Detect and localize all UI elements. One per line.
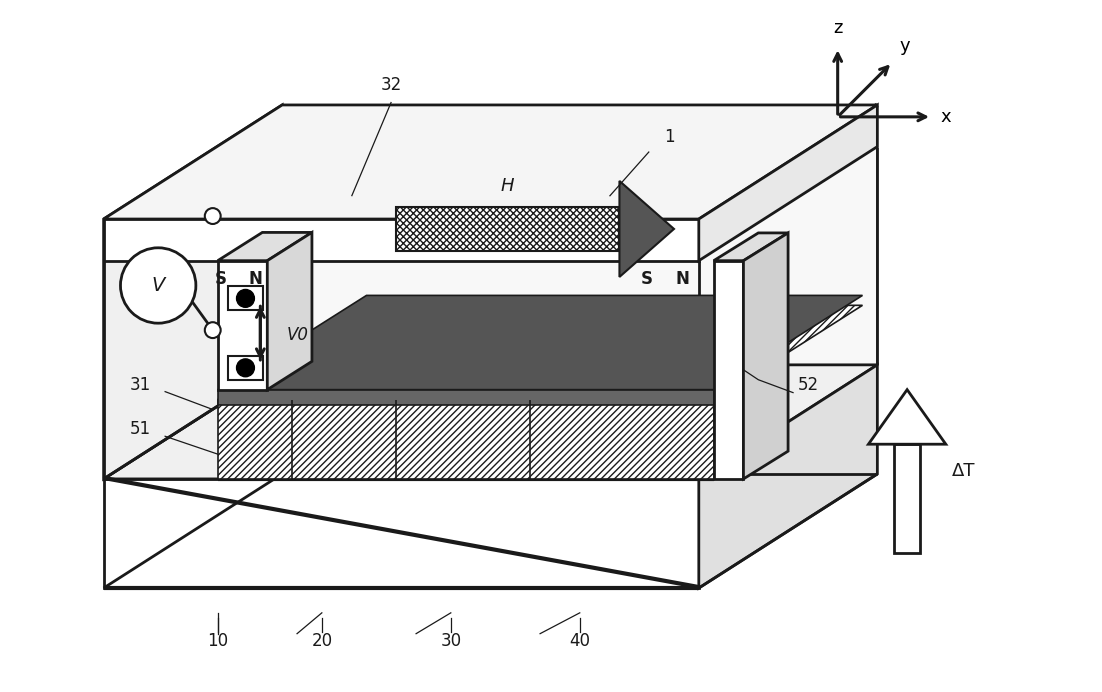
Polygon shape — [104, 219, 699, 261]
Polygon shape — [228, 286, 263, 310]
Text: S: S — [215, 270, 227, 288]
Text: 32: 32 — [380, 76, 402, 94]
Polygon shape — [868, 390, 946, 444]
Polygon shape — [744, 233, 788, 479]
Circle shape — [237, 289, 255, 307]
Text: 10: 10 — [207, 632, 228, 650]
Polygon shape — [228, 356, 263, 380]
Text: S: S — [641, 270, 653, 288]
Polygon shape — [894, 444, 920, 554]
Text: 51: 51 — [130, 420, 151, 438]
Text: ΔT: ΔT — [952, 462, 975, 480]
Circle shape — [205, 208, 220, 224]
Polygon shape — [218, 295, 863, 390]
Polygon shape — [218, 399, 714, 479]
Text: 31: 31 — [130, 376, 151, 394]
Text: 30: 30 — [440, 632, 462, 650]
Polygon shape — [699, 365, 877, 588]
Text: 40: 40 — [570, 632, 591, 650]
Circle shape — [237, 359, 255, 376]
Polygon shape — [218, 305, 863, 399]
Polygon shape — [218, 233, 312, 261]
Polygon shape — [714, 261, 744, 479]
Polygon shape — [699, 105, 877, 261]
Text: V: V — [151, 276, 165, 295]
Circle shape — [205, 322, 220, 338]
Text: z: z — [833, 19, 842, 37]
Polygon shape — [218, 261, 268, 390]
Polygon shape — [268, 233, 312, 390]
Polygon shape — [104, 105, 877, 219]
Text: V0: V0 — [288, 326, 310, 344]
Polygon shape — [218, 390, 714, 405]
Text: H: H — [500, 177, 515, 195]
Polygon shape — [104, 479, 699, 588]
Circle shape — [120, 248, 196, 323]
Text: y: y — [899, 37, 910, 55]
Text: 20: 20 — [311, 632, 333, 650]
Polygon shape — [397, 207, 619, 251]
Polygon shape — [282, 147, 877, 365]
Text: N: N — [248, 270, 262, 288]
Polygon shape — [104, 105, 282, 479]
Text: 1: 1 — [663, 127, 674, 145]
Polygon shape — [714, 233, 788, 261]
Polygon shape — [619, 181, 674, 277]
Text: x: x — [941, 108, 951, 126]
Text: N: N — [676, 270, 689, 288]
Polygon shape — [104, 365, 877, 479]
Text: 52: 52 — [798, 376, 819, 394]
